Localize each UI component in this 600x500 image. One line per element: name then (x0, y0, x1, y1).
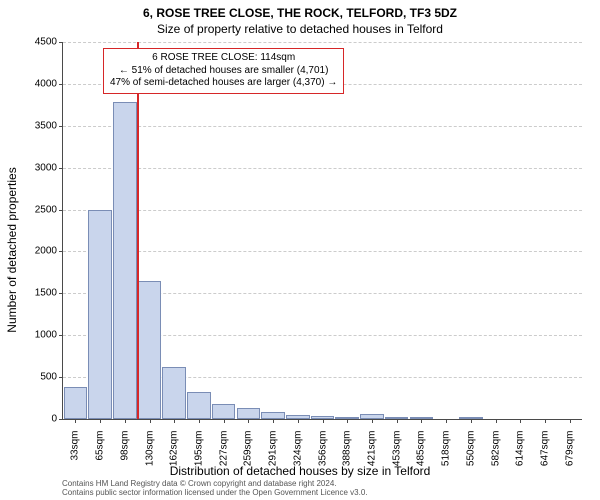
gridline (63, 126, 582, 127)
histogram-bar (212, 404, 235, 419)
footer-attribution: Contains HM Land Registry data © Crown c… (62, 479, 368, 498)
x-tick-mark (347, 419, 348, 423)
y-tick-mark (59, 126, 63, 127)
y-tick-mark (59, 377, 63, 378)
x-tick-label: 291sqm (268, 431, 279, 467)
histogram-bar (261, 412, 284, 419)
x-tick-mark (471, 419, 472, 423)
x-tick-mark (273, 419, 274, 423)
y-tick-label: 1500 (35, 288, 57, 299)
x-tick-label: 550sqm (465, 431, 476, 467)
histogram-bar (113, 102, 136, 419)
x-tick-mark (100, 419, 101, 423)
x-tick-mark (446, 419, 447, 423)
y-tick-mark (59, 251, 63, 252)
chart-title: 6, ROSE TREE CLOSE, THE ROCK, TELFORD, T… (0, 0, 600, 20)
x-tick-label: 582sqm (490, 431, 501, 467)
y-tick-label: 4000 (35, 78, 57, 89)
x-tick-label: 227sqm (218, 431, 229, 467)
histogram-bar (237, 408, 260, 419)
x-tick-label: 356sqm (317, 431, 328, 467)
x-tick-mark (224, 419, 225, 423)
footer-line1: Contains HM Land Registry data © Crown c… (62, 479, 368, 489)
chart-subtitle: Size of property relative to detached ho… (0, 20, 600, 36)
y-tick-label: 3500 (35, 120, 57, 131)
y-tick-label: 3000 (35, 162, 57, 173)
y-tick-label: 2500 (35, 204, 57, 215)
gridline (63, 42, 582, 43)
annotation-line3: 47% of semi-detached houses are larger (… (110, 77, 337, 90)
x-tick-mark (421, 419, 422, 423)
chart-container: 6, ROSE TREE CLOSE, THE ROCK, TELFORD, T… (0, 0, 600, 500)
annotation-line2: ← 51% of detached houses are smaller (4,… (110, 65, 337, 78)
gridline (63, 210, 582, 211)
y-tick-label: 4500 (35, 37, 57, 48)
x-tick-mark (397, 419, 398, 423)
y-tick-label: 500 (40, 372, 57, 383)
x-tick-label: 33sqm (70, 431, 81, 461)
x-tick-mark (496, 419, 497, 423)
x-tick-mark (75, 419, 76, 423)
x-tick-mark (545, 419, 546, 423)
footer-line2: Contains public sector information licen… (62, 488, 368, 498)
y-tick-mark (59, 42, 63, 43)
x-tick-label: 259sqm (243, 431, 254, 467)
histogram-bar (138, 281, 161, 419)
x-tick-label: 679sqm (564, 431, 575, 467)
x-tick-label: 195sqm (193, 431, 204, 467)
gridline (63, 168, 582, 169)
x-tick-label: 130sqm (144, 431, 155, 467)
y-tick-label: 2000 (35, 246, 57, 257)
x-tick-label: 485sqm (416, 431, 427, 467)
x-tick-mark (298, 419, 299, 423)
y-tick-mark (59, 335, 63, 336)
x-axis-label: Distribution of detached houses by size … (170, 464, 431, 478)
y-tick-mark (59, 293, 63, 294)
x-tick-label: 98sqm (119, 431, 130, 461)
y-tick-mark (59, 84, 63, 85)
x-tick-label: 324sqm (292, 431, 303, 467)
x-tick-label: 388sqm (342, 431, 353, 467)
y-axis-label: Number of detached properties (5, 167, 19, 332)
annotation-line1: 6 ROSE TREE CLOSE: 114sqm (110, 52, 337, 65)
x-tick-mark (372, 419, 373, 423)
x-tick-mark (248, 419, 249, 423)
x-tick-mark (323, 419, 324, 423)
y-tick-label: 0 (51, 414, 57, 425)
x-tick-mark (150, 419, 151, 423)
gridline (63, 251, 582, 252)
plot-area: 05001000150020002500300035004000450033sq… (62, 42, 582, 420)
y-tick-mark (59, 210, 63, 211)
x-tick-mark (199, 419, 200, 423)
x-tick-label: 162sqm (169, 431, 180, 467)
x-tick-mark (520, 419, 521, 423)
x-tick-label: 65sqm (95, 431, 106, 461)
histogram-bar (88, 210, 111, 419)
y-tick-mark (59, 419, 63, 420)
histogram-bar (187, 392, 210, 419)
y-tick-label: 1000 (35, 330, 57, 341)
x-tick-mark (125, 419, 126, 423)
x-tick-label: 421sqm (366, 431, 377, 467)
histogram-bar (162, 367, 185, 419)
annotation-box: 6 ROSE TREE CLOSE: 114sqm ← 51% of detac… (103, 48, 344, 94)
x-tick-label: 453sqm (391, 431, 402, 467)
x-tick-label: 614sqm (515, 431, 526, 467)
y-tick-mark (59, 168, 63, 169)
x-tick-label: 647sqm (539, 431, 550, 467)
reference-line (137, 42, 139, 419)
x-tick-mark (570, 419, 571, 423)
x-tick-label: 518sqm (441, 431, 452, 467)
histogram-bar (64, 387, 87, 419)
x-tick-mark (174, 419, 175, 423)
